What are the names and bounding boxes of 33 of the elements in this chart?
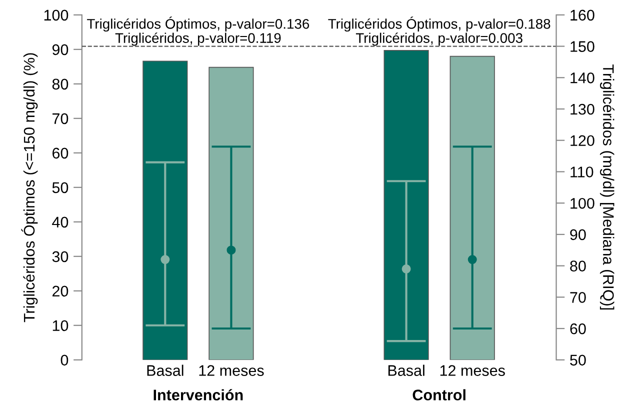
y2-tick-label: 90: [570, 229, 586, 240]
y2-tick-label: 70: [570, 292, 586, 303]
y2-tick-label: 50: [570, 354, 586, 366]
y2-tick-label: 120: [570, 135, 594, 146]
annotation: Triglicéridos Óptimos, p-valor=0.188 Triglicéridos, p-valor=0.003: [328, 16, 550, 46]
y-tick-label: 90: [52, 44, 68, 56]
y2-tick-label: 160: [570, 10, 594, 21]
x-tick-label: 12 meses: [199, 365, 264, 376]
annotation: Triglicéridos Óptimos, p-valor=0.136 Triglicéridos, p-valor=0.119: [87, 16, 310, 46]
y-tick-label: 20: [52, 286, 68, 297]
y2-tick-label: 60: [570, 323, 586, 334]
y-tick-label: 60: [52, 148, 68, 159]
x-tick-label: 12 meses: [440, 365, 505, 376]
y2-tick-label: 140: [570, 72, 594, 84]
y-axis-title: Triglicéridos Óptimos (<=150 mg/dl) (%): [21, 53, 38, 322]
y2-tick-label: 150: [570, 41, 594, 52]
x-tick-label: Basal: [147, 364, 184, 376]
y2-tick-label: 110: [570, 166, 594, 178]
y-tick-label: 10: [52, 320, 68, 332]
y-tick-label: 30: [52, 251, 68, 262]
y-tick-label: 0: [60, 354, 68, 366]
y-tick-label: 70: [52, 113, 68, 124]
y-tick-label: 100: [44, 10, 68, 21]
y2-tick-label: 130: [570, 104, 594, 115]
x-tick-label: Basal: [388, 364, 424, 376]
text: Control: [412, 389, 466, 400]
text: Intervención: [154, 389, 243, 400]
y2-tick-label: 100: [570, 198, 594, 209]
y-tick-label: 80: [52, 78, 68, 90]
y-tick-label: 50: [52, 182, 68, 194]
y-tick-label: 40: [52, 216, 68, 228]
y2-tick-label: 80: [570, 260, 586, 272]
y2-axis-title: Triglicéridos (mg/dl) [Mediana (RIQ)]: [600, 64, 614, 310]
